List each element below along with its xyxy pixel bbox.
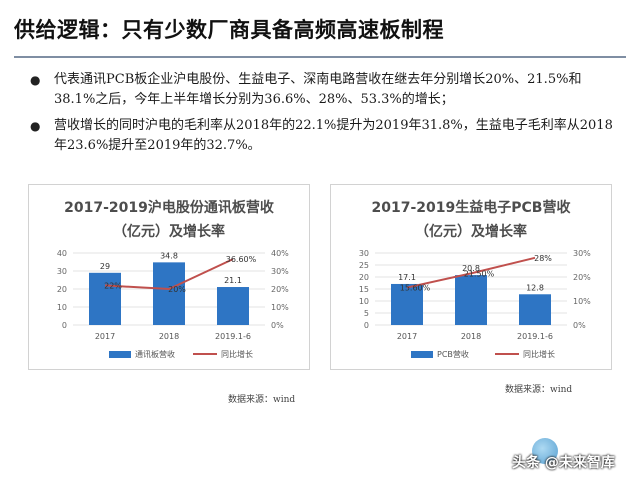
- bar-data-label: 20.8: [462, 264, 480, 273]
- x-tick-label: 2017: [95, 332, 115, 341]
- bar: [391, 283, 423, 325]
- y-left-tick-label: 30: [359, 249, 369, 258]
- line-data-label: 36.60%: [226, 255, 257, 264]
- y-right-tick-label: 20%: [271, 285, 289, 294]
- y-right-tick-label: 40%: [271, 249, 289, 258]
- chart-panel-hudian: 2017-2019沪电股份通讯板营收 （亿元）及增长率 0 10 20 30 40 0% 1…: [28, 184, 310, 370]
- legend-label: 同比增长: [221, 349, 253, 359]
- bar: [153, 262, 185, 325]
- watermark-logo-icon: [532, 438, 558, 464]
- source-note: 数据来源：wind: [228, 395, 296, 405]
- legend-swatch-bar: [411, 351, 433, 358]
- y-right-tick-label: 30%: [573, 249, 591, 258]
- y-right-tick-label: 30%: [271, 267, 289, 276]
- bullet-text: 营收增长的同时沪电的毛利率从2018年的22.1%提升为2019年31.8%，生…: [54, 118, 613, 153]
- title-divider: [14, 56, 626, 58]
- y-right-tick-label: 0%: [573, 321, 586, 330]
- legend-label: PCB营收: [437, 349, 469, 359]
- bullet-list: ● 代表通讯PCB板企业沪电股份、生益电子、深南电路营收在继去年分别增长20%、…: [30, 70, 620, 162]
- y-left-tick-label: 15: [359, 285, 369, 294]
- x-tick-label: 2019.1-6: [215, 332, 251, 341]
- legend-label: 通讯板营收: [135, 349, 175, 359]
- bar: [455, 275, 487, 325]
- bullet-dot-icon: ●: [30, 119, 41, 133]
- bar-data-label: 29: [100, 262, 110, 271]
- bar-data-label: 17.1: [398, 273, 416, 282]
- chart-svg: 0 5 10 15 20 25 30 0% 10% 20% 30% 17.1 20.8 12.8 15.60…: [359, 249, 591, 359]
- chart-subtitle: （亿元）及增长率: [415, 224, 527, 240]
- y-left-tick-label: 10: [57, 303, 67, 312]
- y-left-tick-label: 5: [364, 309, 369, 318]
- line-data-label: 15.60%: [400, 284, 431, 293]
- bar: [217, 287, 249, 325]
- bar: [89, 272, 121, 325]
- chart-svg: 0 10 20 30 40 0% 10% 20% 30% 40% 29 34.8 21.1 22% 20% 3…: [57, 249, 289, 359]
- x-tick-label: 2019.1-6: [517, 332, 553, 341]
- bar-data-label: 12.8: [526, 283, 544, 292]
- y-right-tick-label: 0%: [271, 321, 284, 330]
- y-right-tick-label: 10%: [271, 303, 289, 312]
- y-left-tick-label: 20: [359, 273, 369, 282]
- slide-title: 供给逻辑：只有少数厂商具备高频高速板制程: [14, 18, 444, 42]
- y-left-tick-label: 0: [364, 321, 369, 330]
- line-series: [406, 256, 536, 289]
- y-left-tick-label: 30: [57, 267, 67, 276]
- watermark-text: 头条 @未来智库: [512, 455, 615, 471]
- x-tick-label: 2018: [461, 332, 481, 341]
- y-right-tick-label: 20%: [573, 273, 591, 282]
- y-left-tick-label: 25: [359, 261, 369, 270]
- line-data-label: 20%: [168, 285, 186, 294]
- line-series: [104, 258, 234, 291]
- line-data-label: 21.50%: [464, 269, 495, 278]
- bullet-item: ● 代表通讯PCB板企业沪电股份、生益电子、深南电路营收在继去年分别增长20%、…: [30, 70, 620, 110]
- source-note: 数据来源：wind: [505, 385, 573, 395]
- y-left-tick-label: 0: [62, 321, 67, 330]
- bullet-text: 代表通讯PCB板企业沪电股份、生益电子、深南电路营收在继去年分别增长20%、21…: [54, 72, 582, 107]
- legend-swatch-bar: [109, 351, 131, 358]
- watermark: 头条 @未来智库: [506, 438, 636, 474]
- y-left-tick-label: 40: [57, 249, 67, 258]
- bar: [519, 294, 551, 325]
- chart-subtitle: （亿元）及增长率: [113, 224, 225, 240]
- y-right-tick-label: 10%: [573, 297, 591, 306]
- bar-data-label: 21.1: [224, 276, 242, 285]
- line-data-label: 22%: [104, 281, 122, 290]
- bullet-dot-icon: ●: [30, 73, 41, 87]
- x-tick-label: 2018: [159, 332, 179, 341]
- bullet-item: ● 营收增长的同时沪电的毛利率从2018年的22.1%提升为2019年31.8%…: [30, 116, 620, 156]
- y-left-tick-label: 10: [359, 297, 369, 306]
- bar-data-label: 34.8: [160, 251, 178, 260]
- line-data-label: 28%: [534, 254, 552, 263]
- chart-panel-shengyi: 2017-2019生益电子PCB营收 （亿元）及增长率 0 5 10 15 20 25 30…: [330, 184, 612, 370]
- chart-title: 2017-2019生益电子PCB营收: [371, 200, 571, 216]
- legend-label: 同比增长: [523, 349, 555, 359]
- x-tick-label: 2017: [397, 332, 417, 341]
- y-left-tick-label: 20: [57, 285, 67, 294]
- chart-title: 2017-2019沪电股份通讯板营收: [64, 200, 274, 216]
- title-bar: 供给逻辑：只有少数厂商具备高频高速板制程: [0, 0, 640, 54]
